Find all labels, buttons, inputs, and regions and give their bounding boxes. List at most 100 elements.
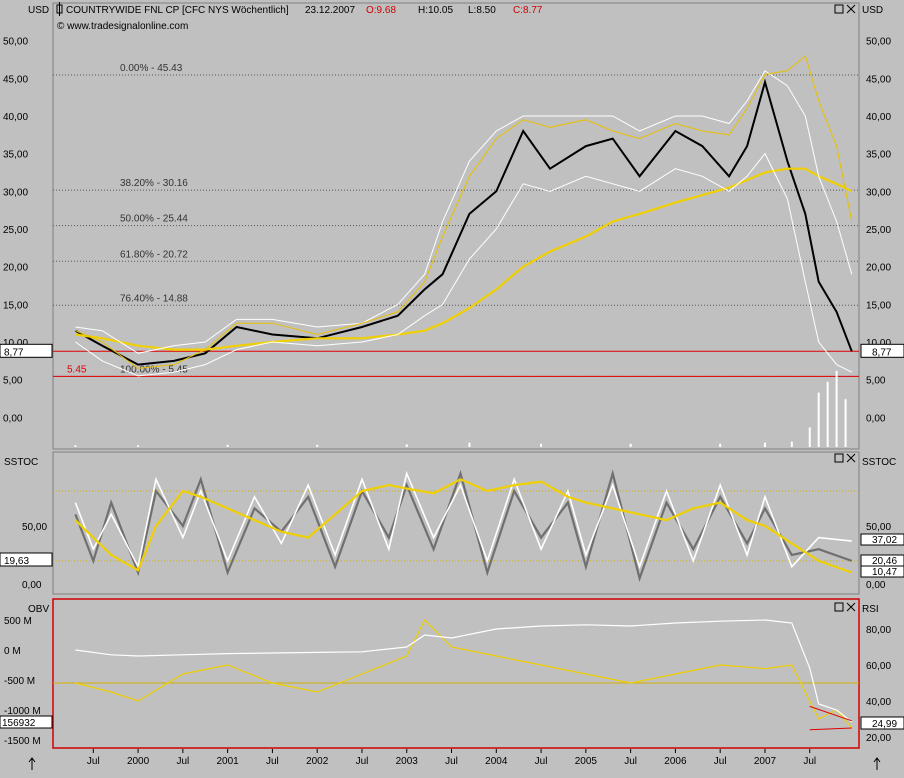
sstoc-value-box: [0, 552, 53, 567]
last-price-label: 8,77: [4, 347, 24, 358]
rsi-value-label: 24,99: [872, 719, 897, 730]
fib-level-label: 0.00% - 45.43: [120, 63, 183, 74]
bar-date: 23.12.2007: [305, 5, 355, 16]
x-tick-label: 2003: [396, 756, 419, 767]
x-tick-label: Jul: [266, 756, 279, 767]
price-tick-right: 50,00: [866, 37, 891, 48]
right-unit-label: USD: [862, 5, 883, 16]
last-price-box-right: [860, 343, 904, 358]
sstoc-right-value: 37,02: [872, 535, 897, 546]
price-tick-right: 20,00: [866, 263, 891, 274]
sstoc-right-value-box: [860, 533, 904, 546]
obv-tick: 500 M: [4, 616, 32, 627]
high-value: H:10.05: [418, 5, 453, 16]
open-value: O:9.68: [366, 5, 396, 16]
obv-tick: -1500 M: [4, 736, 41, 747]
watermark: © www.tradesignalonline.com: [57, 21, 188, 32]
x-tick-label: 2002: [306, 756, 329, 767]
x-tick-label: 2004: [485, 756, 508, 767]
price-tick-right: 25,00: [866, 225, 891, 236]
price-tick-left: 50,00: [3, 37, 28, 48]
price-tick-right: 40,00: [866, 112, 891, 123]
sstoc-tick-left: 50,00: [22, 522, 47, 533]
sstoc-right-value-box: [860, 565, 904, 578]
sstoc-panel[interactable]: [52, 451, 860, 595]
support-label: 5.45: [67, 364, 87, 375]
price-tick-left: 5,00: [3, 376, 23, 387]
sstoc-tick-right: 0,00: [866, 580, 886, 591]
obv-series: [75, 619, 853, 723]
price-series-moving_average: [75, 167, 853, 351]
x-tick-label: Jul: [535, 756, 548, 767]
x-tick-label: 2001: [217, 756, 240, 767]
chart-marks: 50,00 50,00 45,00 45,00 40,00 40,00 35,00 35,00…: [0, 37, 904, 767]
square-icon[interactable]: [834, 4, 844, 14]
sstoc-right-value: 10,47: [872, 567, 897, 578]
price-tick-left: 25,00: [3, 225, 28, 236]
x-tick-label: 2000: [127, 756, 150, 767]
price-tick-right: 15,00: [866, 300, 891, 311]
x-tick-label: Jul: [624, 756, 637, 767]
price-series-close: [74, 78, 853, 366]
price-tick-left: 15,00: [3, 300, 28, 311]
sstoc-tick-left: 0,00: [22, 580, 42, 591]
rsi-tick: 40,00: [866, 697, 891, 708]
close-icon[interactable]: [846, 4, 856, 14]
fib-level-label: 100.00% - 5.45: [120, 364, 188, 375]
fib-level-label: 50.00% - 25.44: [120, 214, 188, 225]
price-tick-left: 0,00: [3, 413, 23, 424]
x-tick-label: Jul: [803, 756, 816, 767]
symbol-title: COUNTRYWIDE FNL CP [CFC NYS Wöchentlich]: [66, 5, 289, 16]
obv-label: OBV: [28, 604, 49, 615]
price-tick-left: 20,00: [3, 263, 28, 274]
price-tick-left: 30,00: [3, 187, 28, 198]
price-tick-left: 35,00: [3, 150, 28, 161]
sstoc-label-left: SSTOC: [4, 457, 38, 468]
left-unit-label: USD: [28, 5, 49, 16]
x-tick-label: 2007: [754, 756, 777, 767]
rsi-tick: 20,00: [866, 733, 891, 744]
obv-rsi-panel[interactable]: [52, 598, 860, 749]
close-value: C:8.77: [513, 5, 543, 16]
close-icon[interactable]: [846, 453, 856, 463]
x-tick-label: Jul: [445, 756, 458, 767]
price-tick-right: 45,00: [866, 74, 891, 85]
rsi-trendline: [809, 705, 852, 722]
sstoc-series-signal: [74, 478, 853, 574]
up-arrow-icon[interactable]: [28, 757, 36, 770]
fib-level-label: 76.40% - 14.88: [120, 293, 188, 304]
last-price-label: 8,77: [872, 347, 892, 358]
x-tick-label: Jul: [87, 756, 100, 767]
rsi-series: [75, 618, 853, 729]
price-series-bollinger_upper: [75, 70, 853, 354]
price-series-envelope: [75, 54, 853, 369]
close-icon[interactable]: [846, 602, 856, 612]
up-arrow-icon[interactable]: [873, 757, 881, 770]
x-tick-label: Jul: [714, 756, 727, 767]
obv-value-label: 156932: [2, 718, 36, 729]
last-price-box-left: [0, 343, 53, 358]
price-tick-right: 0,00: [866, 413, 886, 424]
sstoc-tick-right: 50,00: [866, 522, 891, 533]
obv-tick: -1000 M: [4, 706, 41, 717]
square-icon[interactable]: [834, 453, 844, 463]
price-tick-right: 10,00: [866, 338, 891, 349]
rsi-tick: 60,00: [866, 661, 891, 672]
square-icon[interactable]: [834, 602, 844, 612]
price-tick-left: 45,00: [3, 74, 28, 85]
sstoc-label-right: SSTOC: [862, 457, 896, 468]
sstoc-value-label: 19,63: [4, 556, 29, 567]
price-tick-right: 35,00: [866, 150, 891, 161]
price-tick-right: 5,00: [866, 376, 886, 387]
low-value: L:8.50: [468, 5, 496, 16]
obv-value-box: [0, 715, 53, 729]
rsi-tick: 80,00: [866, 625, 891, 636]
fib-level-label: 38.20% - 30.16: [120, 178, 188, 189]
obv-tick: 0 M: [4, 646, 21, 657]
x-tick-label: 2006: [664, 756, 687, 767]
rsi-trendline: [809, 727, 852, 731]
rsi-value-box: [860, 716, 904, 730]
